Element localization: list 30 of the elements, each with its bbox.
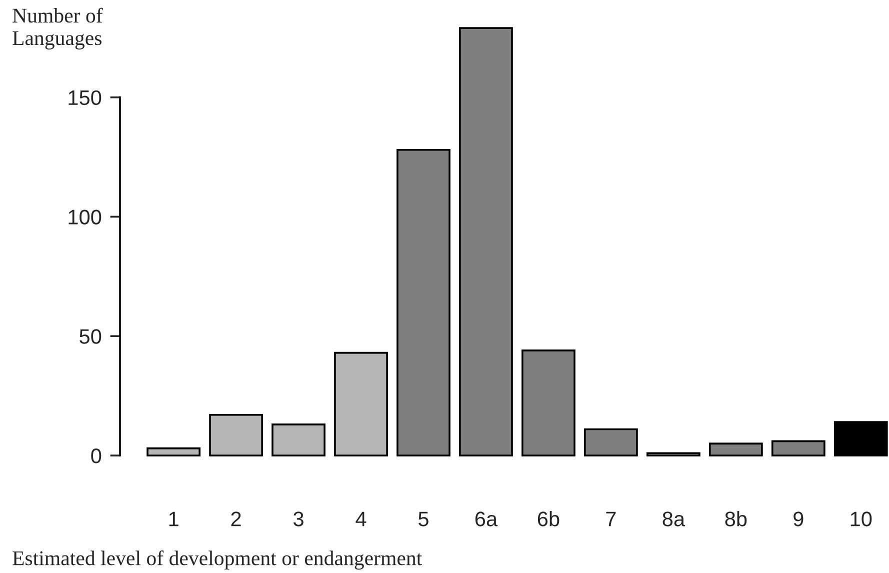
bar <box>209 414 263 456</box>
x-tick-label: 2 <box>231 512 241 526</box>
bar <box>522 350 576 456</box>
bar <box>834 421 888 456</box>
x-tick-label: 9 <box>794 512 804 526</box>
x-tick-label: 5 <box>418 512 428 526</box>
bar <box>584 428 638 456</box>
x-tick-label: 6a <box>475 512 498 526</box>
bar <box>459 27 513 456</box>
x-tick-label: 7 <box>606 512 616 526</box>
x-tick-label: 4 <box>356 512 366 526</box>
y-axis-title: Number of Languages <box>12 8 103 50</box>
x-tick-label: 6b <box>538 511 560 526</box>
x-tick-label: 3 <box>294 512 304 526</box>
bar <box>771 440 826 456</box>
y-tick-label: 100 <box>68 210 102 224</box>
y-tick-label: 50 <box>80 329 102 344</box>
bar <box>646 452 700 456</box>
x-tick-label: 8b <box>725 511 747 526</box>
y-tick-label: 150 <box>68 90 102 106</box>
x-tick-label: 8a <box>662 512 686 526</box>
x-tick-label: 1 <box>169 512 178 526</box>
y-tick-label: 0 <box>91 448 102 464</box>
bar <box>396 148 450 456</box>
bar <box>146 447 200 456</box>
bar <box>334 352 388 456</box>
x-axis-title: Estimated level of development or endangerment <box>12 550 422 570</box>
bar <box>708 442 763 456</box>
x-tick-label: 10 <box>850 512 872 526</box>
bar <box>272 424 326 456</box>
